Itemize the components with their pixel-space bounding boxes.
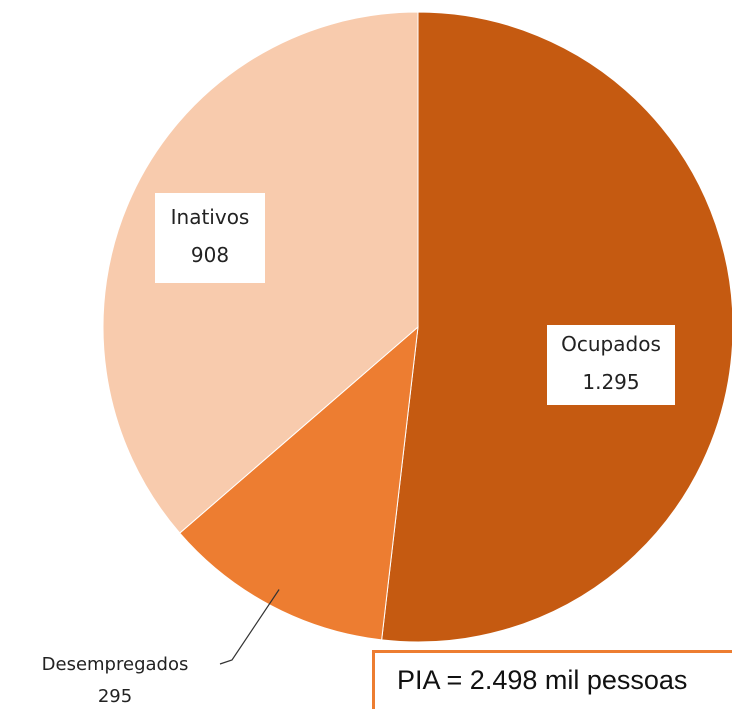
label-box [547, 325, 675, 405]
value-label: 295 [98, 686, 132, 707]
value-label: 908 [191, 243, 229, 267]
pie-slice [179, 325, 419, 641]
category-label: Desempregados [42, 654, 189, 675]
leader-line [219, 589, 280, 665]
category-label: Inativos [171, 205, 250, 229]
category-label: Ocupados [561, 332, 661, 356]
annotation-box: PIA = 2.498 mil pessoas [372, 650, 732, 709]
annotation: PIA = 2.498 mil pessoas [397, 665, 688, 695]
label-box [155, 193, 265, 283]
value-label: 1.295 [582, 370, 639, 394]
